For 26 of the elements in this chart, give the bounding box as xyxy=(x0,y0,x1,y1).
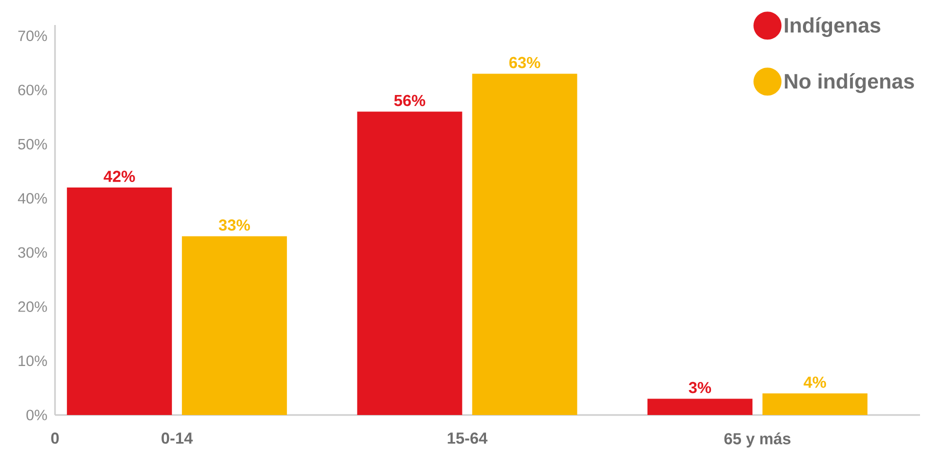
data-label: 33% xyxy=(218,219,250,231)
data-label: 4% xyxy=(804,376,826,388)
data-label: 3% xyxy=(688,382,712,394)
data-label: 63% xyxy=(509,56,540,68)
data-label: 42% xyxy=(104,170,135,182)
y-tick-label: 70% xyxy=(18,30,47,42)
y-tick-label: 50% xyxy=(18,138,47,150)
x-tick-label: 65 y más xyxy=(724,432,790,448)
y-tick-label: 20% xyxy=(18,301,47,312)
bar xyxy=(66,188,172,415)
legend-label: No indígenas xyxy=(784,73,914,93)
bar xyxy=(472,74,578,415)
x-tick-label: 0-14 xyxy=(162,432,193,444)
text: 0 xyxy=(51,432,59,444)
bar xyxy=(357,112,462,415)
y-tick-label: 0% xyxy=(26,410,47,420)
y-tick-label: 60% xyxy=(18,84,47,96)
y-tick-label: 10% xyxy=(18,356,47,366)
legend-label: Indígenas xyxy=(784,17,880,37)
y-tick-label: 30% xyxy=(18,247,47,258)
bar xyxy=(182,236,287,415)
data-label: 56% xyxy=(394,94,426,106)
x-tick-label: 15-64 xyxy=(448,432,488,444)
bar xyxy=(647,398,752,415)
y-tick-label: 40% xyxy=(18,193,47,204)
bar xyxy=(762,393,868,415)
